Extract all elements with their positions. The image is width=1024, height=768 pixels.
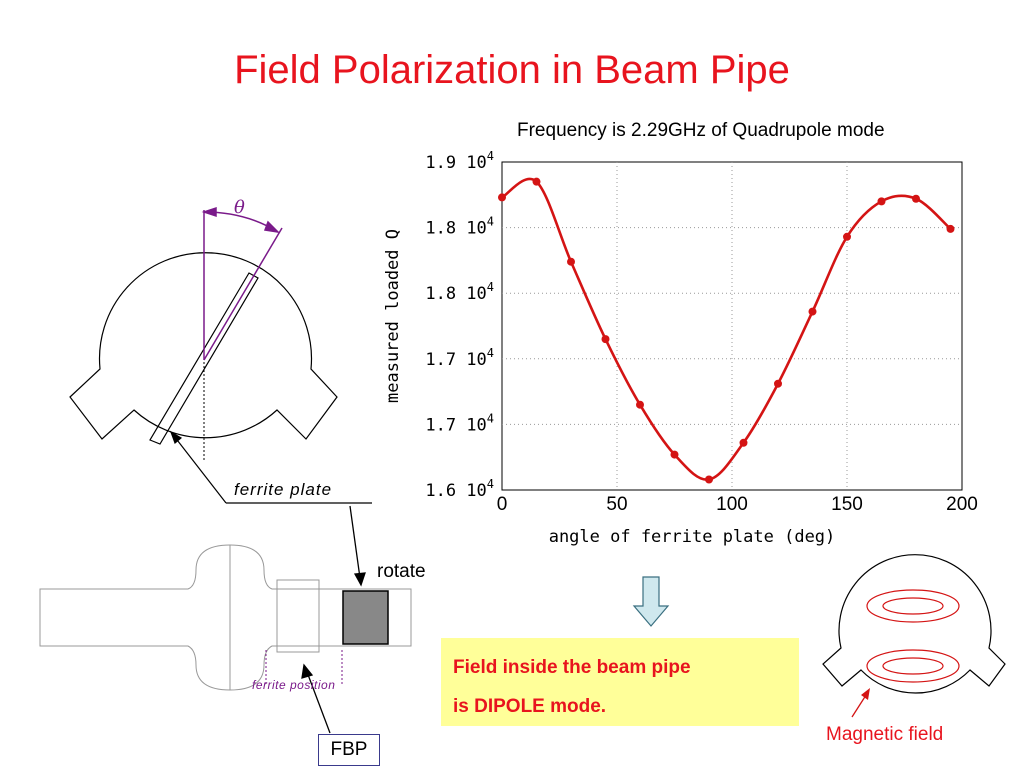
chart-heading: Frequency is 2.29GHz of Quadrupole mode xyxy=(517,120,885,141)
data-point xyxy=(808,307,817,316)
fit-curve xyxy=(501,177,952,481)
x-tick-label: 100 xyxy=(716,494,748,515)
down-arrow xyxy=(632,576,670,627)
theta-indicator xyxy=(201,206,283,361)
ferrite-position-label: ferrite position xyxy=(252,678,336,692)
ferrite-position-span xyxy=(265,650,343,684)
x-tick-label: 0 xyxy=(497,494,508,515)
fbp-arrow xyxy=(301,663,331,734)
y-tick-label: 1.8 104 xyxy=(425,280,494,304)
y-tick-label: 1.8 104 xyxy=(425,215,494,239)
result-line-1: Field inside the beam pipe xyxy=(453,657,691,678)
y-tick-label: 1.7 104 xyxy=(425,346,494,370)
data-point xyxy=(670,450,679,459)
y-tick-label: 1.7 104 xyxy=(425,411,494,435)
ferrite-plate-rect xyxy=(149,272,259,445)
y-tick-label: 1.6 104 xyxy=(425,477,494,501)
data-point xyxy=(532,177,541,186)
data-point xyxy=(739,438,748,447)
ferrite-plate-leader xyxy=(169,430,372,504)
magnetic-field-label: Magnetic field xyxy=(826,724,944,745)
x-tick-label: 150 xyxy=(831,494,863,515)
result-callout: Field inside the beam pipe is DIPOLE mod… xyxy=(441,638,799,726)
data-point xyxy=(912,194,920,203)
ferrite-plate-label: ferrite plate xyxy=(234,480,333,499)
x-tick-label: 50 xyxy=(606,494,627,515)
magnetic-field-diagram xyxy=(822,554,1006,718)
chart-plot-area: 0 50 100 150 200 1.6 104 1.7 104 1.7 104 1.8 104… xyxy=(383,149,978,547)
data-point xyxy=(636,400,644,409)
fbp-label-box: FBP xyxy=(318,734,380,766)
y-tick-label: 1.9 104 xyxy=(425,149,494,173)
data-point xyxy=(705,475,713,484)
result-line-2: is DIPOLE mode. xyxy=(453,696,607,717)
y-axis-label: measured loaded Q xyxy=(383,229,403,403)
data-point xyxy=(877,197,886,206)
plate-to-block-arrow xyxy=(349,505,366,587)
data-point xyxy=(946,224,955,233)
data-point xyxy=(774,379,782,388)
slide-title: Field Polarization in Beam Pipe xyxy=(234,48,790,92)
pipe-side-view xyxy=(39,544,412,691)
pipe-outline xyxy=(69,252,338,440)
data-point xyxy=(601,335,610,344)
theta-symbol: θ xyxy=(234,197,245,218)
data-point xyxy=(567,257,575,266)
x-tick-label: 200 xyxy=(946,494,978,515)
ferrite-block xyxy=(342,590,389,645)
x-axis-label: angle of ferrite plate (deg) xyxy=(549,527,836,547)
rotate-label: rotate xyxy=(377,561,426,582)
data-point xyxy=(498,193,506,202)
data-point xyxy=(843,232,851,241)
